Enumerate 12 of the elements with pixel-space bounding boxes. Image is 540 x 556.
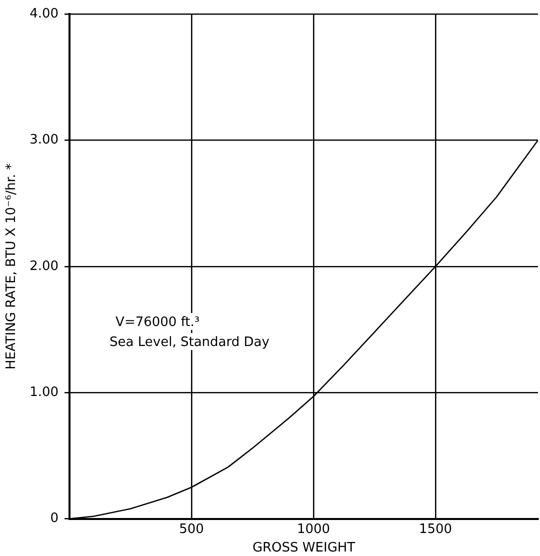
x-tick-label: 1500 xyxy=(418,522,452,537)
y-tick-label: 1.00 xyxy=(30,384,59,400)
x-tick-label: 500 xyxy=(179,522,204,537)
y-tick-label: 4.00 xyxy=(30,6,59,22)
x-axis-title: GROSS WEIGHT xyxy=(252,540,356,556)
y-tick-label: 2.00 xyxy=(30,258,59,274)
annotation: V=76000 ft.³ xyxy=(116,315,200,330)
x-tick-label: 1000 xyxy=(296,522,330,537)
annotation: Sea Level, Standard Day xyxy=(110,335,270,350)
y-tick-label: 0 xyxy=(50,511,59,526)
y-axis-title: HEATING RATE, BTU X 10⁻⁶/hr. * xyxy=(4,162,20,370)
y-tick-label: 3.00 xyxy=(30,132,59,148)
